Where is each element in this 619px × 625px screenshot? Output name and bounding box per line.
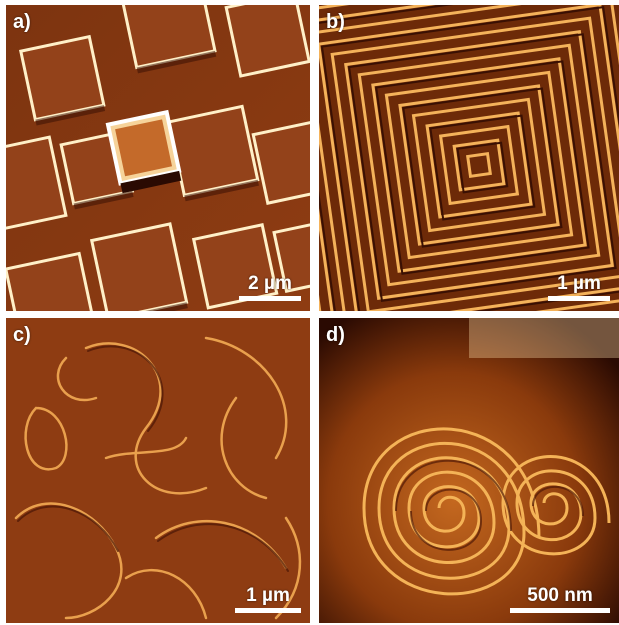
panel-b-scale-text: 1 µm (557, 273, 601, 294)
panel-d-scale-bar: 500 nm (510, 586, 610, 613)
panel-c-label: c) (13, 324, 31, 346)
panel-d-scale-line (510, 608, 610, 613)
panel-b-label: b) (326, 11, 345, 33)
panel-b-image (319, 5, 619, 311)
panel-a-label: a) (13, 11, 31, 33)
panel-d-scale-text: 500 nm (527, 585, 593, 606)
panel-c-scale-bar: 1 µm (235, 586, 301, 613)
panel-c-scale-line (235, 608, 301, 613)
panel-a-scale-text: 2 µm (248, 273, 292, 294)
panel-d-double-spiral: d) 500 nm (319, 318, 619, 623)
panel-a-image (6, 5, 310, 311)
panel-a-scale-line (239, 296, 301, 301)
panel-b-scale-bar: 1 µm (548, 274, 610, 301)
panel-b-scale-line (548, 296, 610, 301)
panel-d-label: d) (326, 324, 345, 346)
panel-a-scale-bar: 2 µm (239, 274, 301, 301)
panel-c-curved-steps: c) 1 µm (6, 318, 310, 623)
panel-a-square-crystals: a) 2 µm (6, 5, 310, 311)
panel-c-scale-text: 1 µm (246, 585, 290, 606)
panel-d-image (319, 318, 619, 623)
panel-c-image (6, 318, 310, 623)
panel-b-spiral-growth: b) 1 µm (319, 5, 619, 311)
